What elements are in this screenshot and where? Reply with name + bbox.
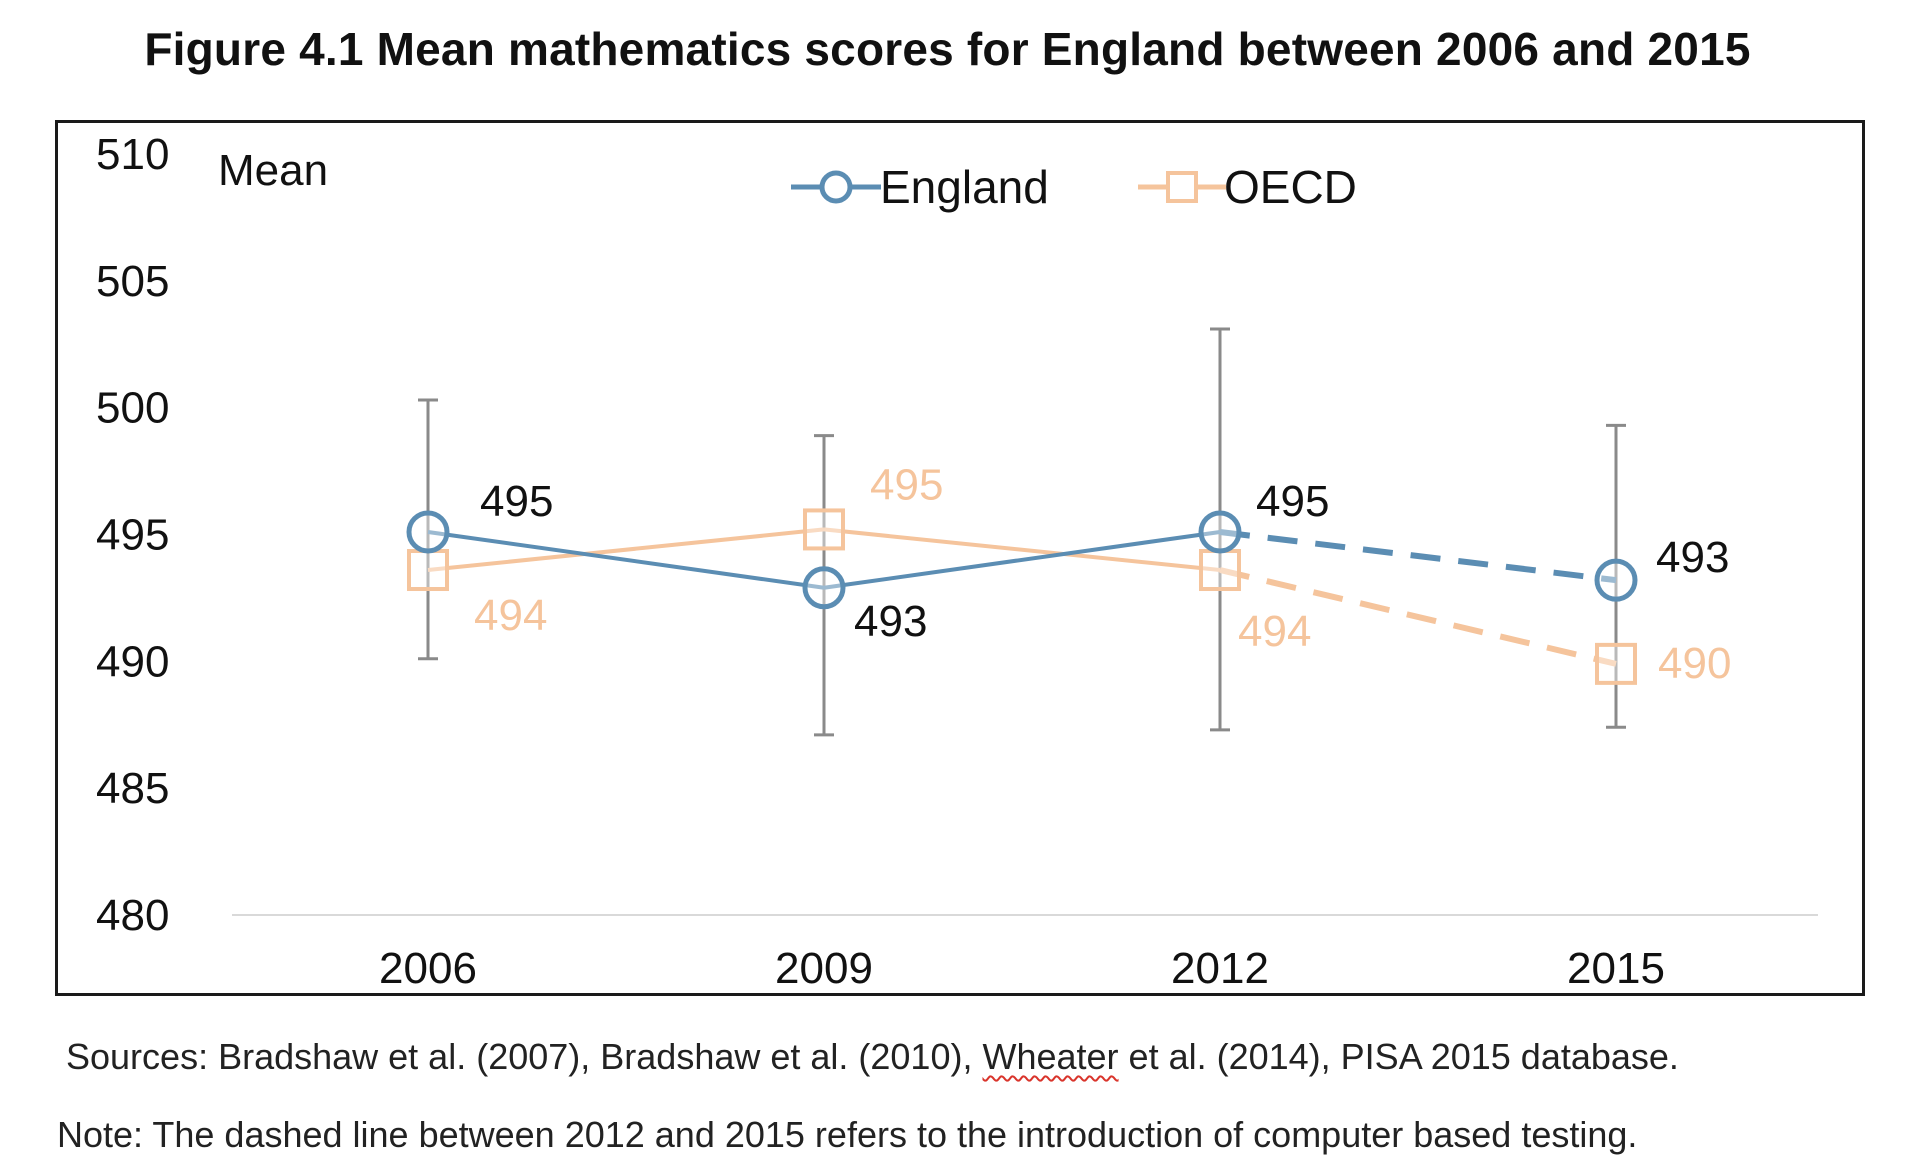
oecd-marker — [407, 549, 449, 592]
legend-oecd-marker — [1166, 171, 1198, 203]
y-tick-label: 510 — [96, 130, 169, 179]
oecd-data-label: 495 — [870, 460, 943, 509]
sources-prefix: Sources: Bradshaw et al. (2007), Bradsha… — [66, 1036, 983, 1077]
figure-title: Figure 4.1 Mean mathematics scores for E… — [144, 23, 1751, 75]
england-line-segment — [1219, 528, 1617, 584]
y-tick-label: 495 — [96, 511, 169, 560]
sources-flagged-word: Wheater — [982, 1036, 1119, 1077]
x-tick-label: 2015 — [1567, 944, 1665, 993]
sources-line: Sources: Bradshaw et al. (2007), Bradsha… — [66, 1036, 1679, 1078]
england-marker — [406, 510, 450, 554]
england-line-segment — [427, 529, 825, 590]
oecd-marker — [1595, 642, 1637, 685]
england-data-label: 495 — [480, 477, 553, 526]
oecd-marker — [803, 508, 845, 551]
chart-frame: 510 505 500 495 490 485 480 Mean 2006 2009 2012 201… — [55, 120, 1865, 996]
oecd-line-segment — [427, 527, 825, 573]
oecd-line-segment — [1219, 567, 1617, 667]
england-data-label: 493 — [1656, 533, 1729, 582]
england-marker — [1198, 510, 1242, 554]
y-axis-label: Mean — [218, 146, 328, 195]
oecd-line-segment — [823, 527, 1221, 573]
england-marker — [1594, 558, 1638, 602]
y-tick-label: 490 — [96, 637, 169, 686]
legend-england-label: England — [880, 161, 1049, 213]
england-line-segment — [823, 529, 1221, 590]
england-data-label: 495 — [1256, 477, 1329, 526]
line-chart: 510 505 500 495 490 485 480 Mean 2006 2009 2012 201… — [96, 130, 1818, 993]
legend-oecd-label: OECD — [1224, 161, 1357, 213]
sources-suffix: et al. (2014), PISA 2015 database. — [1118, 1036, 1679, 1077]
legend-england-marker — [819, 170, 853, 204]
y-tick-label: 500 — [96, 384, 169, 433]
y-tick-label: 480 — [96, 891, 169, 940]
england-marker — [802, 566, 846, 610]
y-tick-label: 505 — [96, 257, 169, 306]
x-tick-label: 2006 — [379, 944, 477, 993]
note-line: Note: The dashed line between 2012 and 2… — [57, 1114, 1638, 1155]
oecd-marker — [1199, 549, 1241, 592]
y-tick-label: 485 — [96, 764, 169, 813]
oecd-data-label: 494 — [1238, 607, 1311, 656]
england-data-label: 493 — [854, 597, 927, 646]
oecd-data-label: 494 — [474, 591, 547, 640]
x-tick-label: 2012 — [1171, 944, 1269, 993]
x-tick-label: 2009 — [775, 944, 873, 993]
oecd-data-label: 490 — [1658, 639, 1731, 688]
